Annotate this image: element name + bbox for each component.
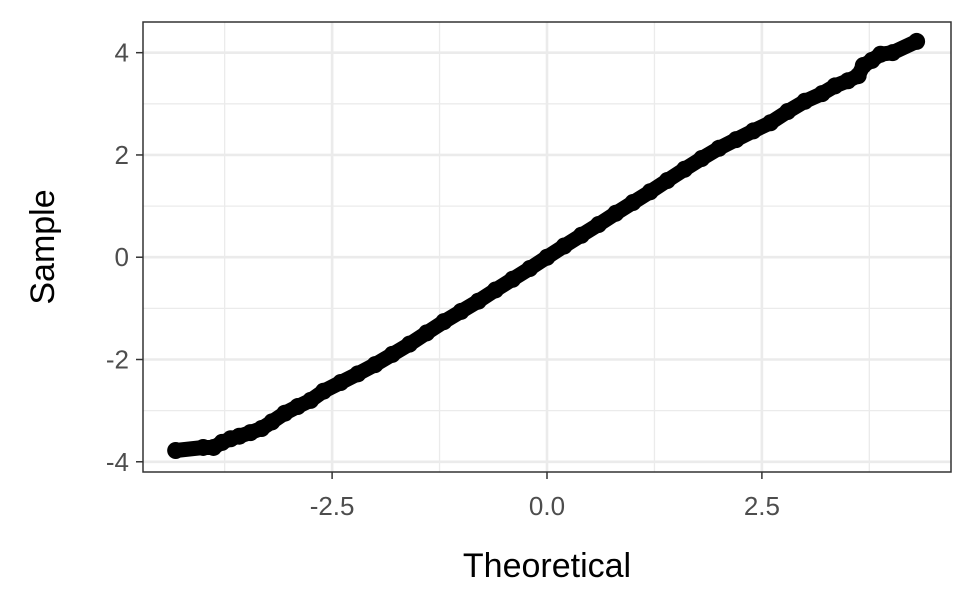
sample-point <box>400 335 418 353</box>
sample-point <box>744 122 762 140</box>
sample-point <box>332 374 350 392</box>
sample-point <box>624 194 642 212</box>
sample-point <box>884 44 902 62</box>
sample-point <box>383 345 401 363</box>
sample-point <box>349 365 367 383</box>
sample-point <box>486 281 504 299</box>
x-tick-label: 0.0 <box>529 491 565 521</box>
sample-point <box>658 172 676 190</box>
y-axis-ticks: -4 -2 0 2 4 <box>106 38 143 477</box>
y-tick-label: -4 <box>106 447 129 477</box>
y-tick-label: 4 <box>115 38 129 68</box>
sample-point <box>727 131 745 149</box>
sample-point <box>590 216 608 233</box>
sample-point <box>796 92 814 110</box>
sample-point <box>693 150 711 168</box>
sample-point <box>676 160 694 178</box>
y-tick-label: 0 <box>115 242 129 272</box>
sample-point <box>452 302 470 320</box>
sample-point <box>555 237 573 255</box>
sample-point <box>167 442 185 460</box>
sample-point <box>761 114 779 132</box>
x-axis-title: Theoretical <box>463 547 631 585</box>
sample-point <box>607 204 625 222</box>
sample-point <box>710 139 728 157</box>
sample-point <box>276 404 294 422</box>
sample-point <box>366 356 384 374</box>
x-tick-label: -2.5 <box>310 491 355 521</box>
y-tick-label: -2 <box>106 345 129 375</box>
y-tick-label: 2 <box>115 140 129 170</box>
sample-point <box>521 259 539 277</box>
sample-point <box>826 77 844 95</box>
x-tick-label: 2.5 <box>744 491 780 521</box>
sample-point <box>469 292 487 310</box>
sample-point <box>813 85 831 103</box>
sample-point <box>302 391 320 409</box>
sample-point <box>908 32 926 50</box>
sample-point <box>779 102 797 120</box>
sample-point <box>418 324 436 342</box>
sample-point <box>504 270 522 288</box>
sample-point <box>538 248 556 266</box>
sample-point <box>572 226 590 244</box>
y-axis-title: Sample <box>24 189 62 304</box>
sample-point <box>263 413 281 431</box>
sample-point <box>641 183 659 201</box>
sample-point <box>315 382 333 400</box>
x-axis-ticks: -2.5 0.0 2.5 <box>310 472 780 521</box>
sample-point <box>289 398 307 416</box>
sample-points <box>167 32 926 460</box>
sample-point <box>435 313 453 331</box>
